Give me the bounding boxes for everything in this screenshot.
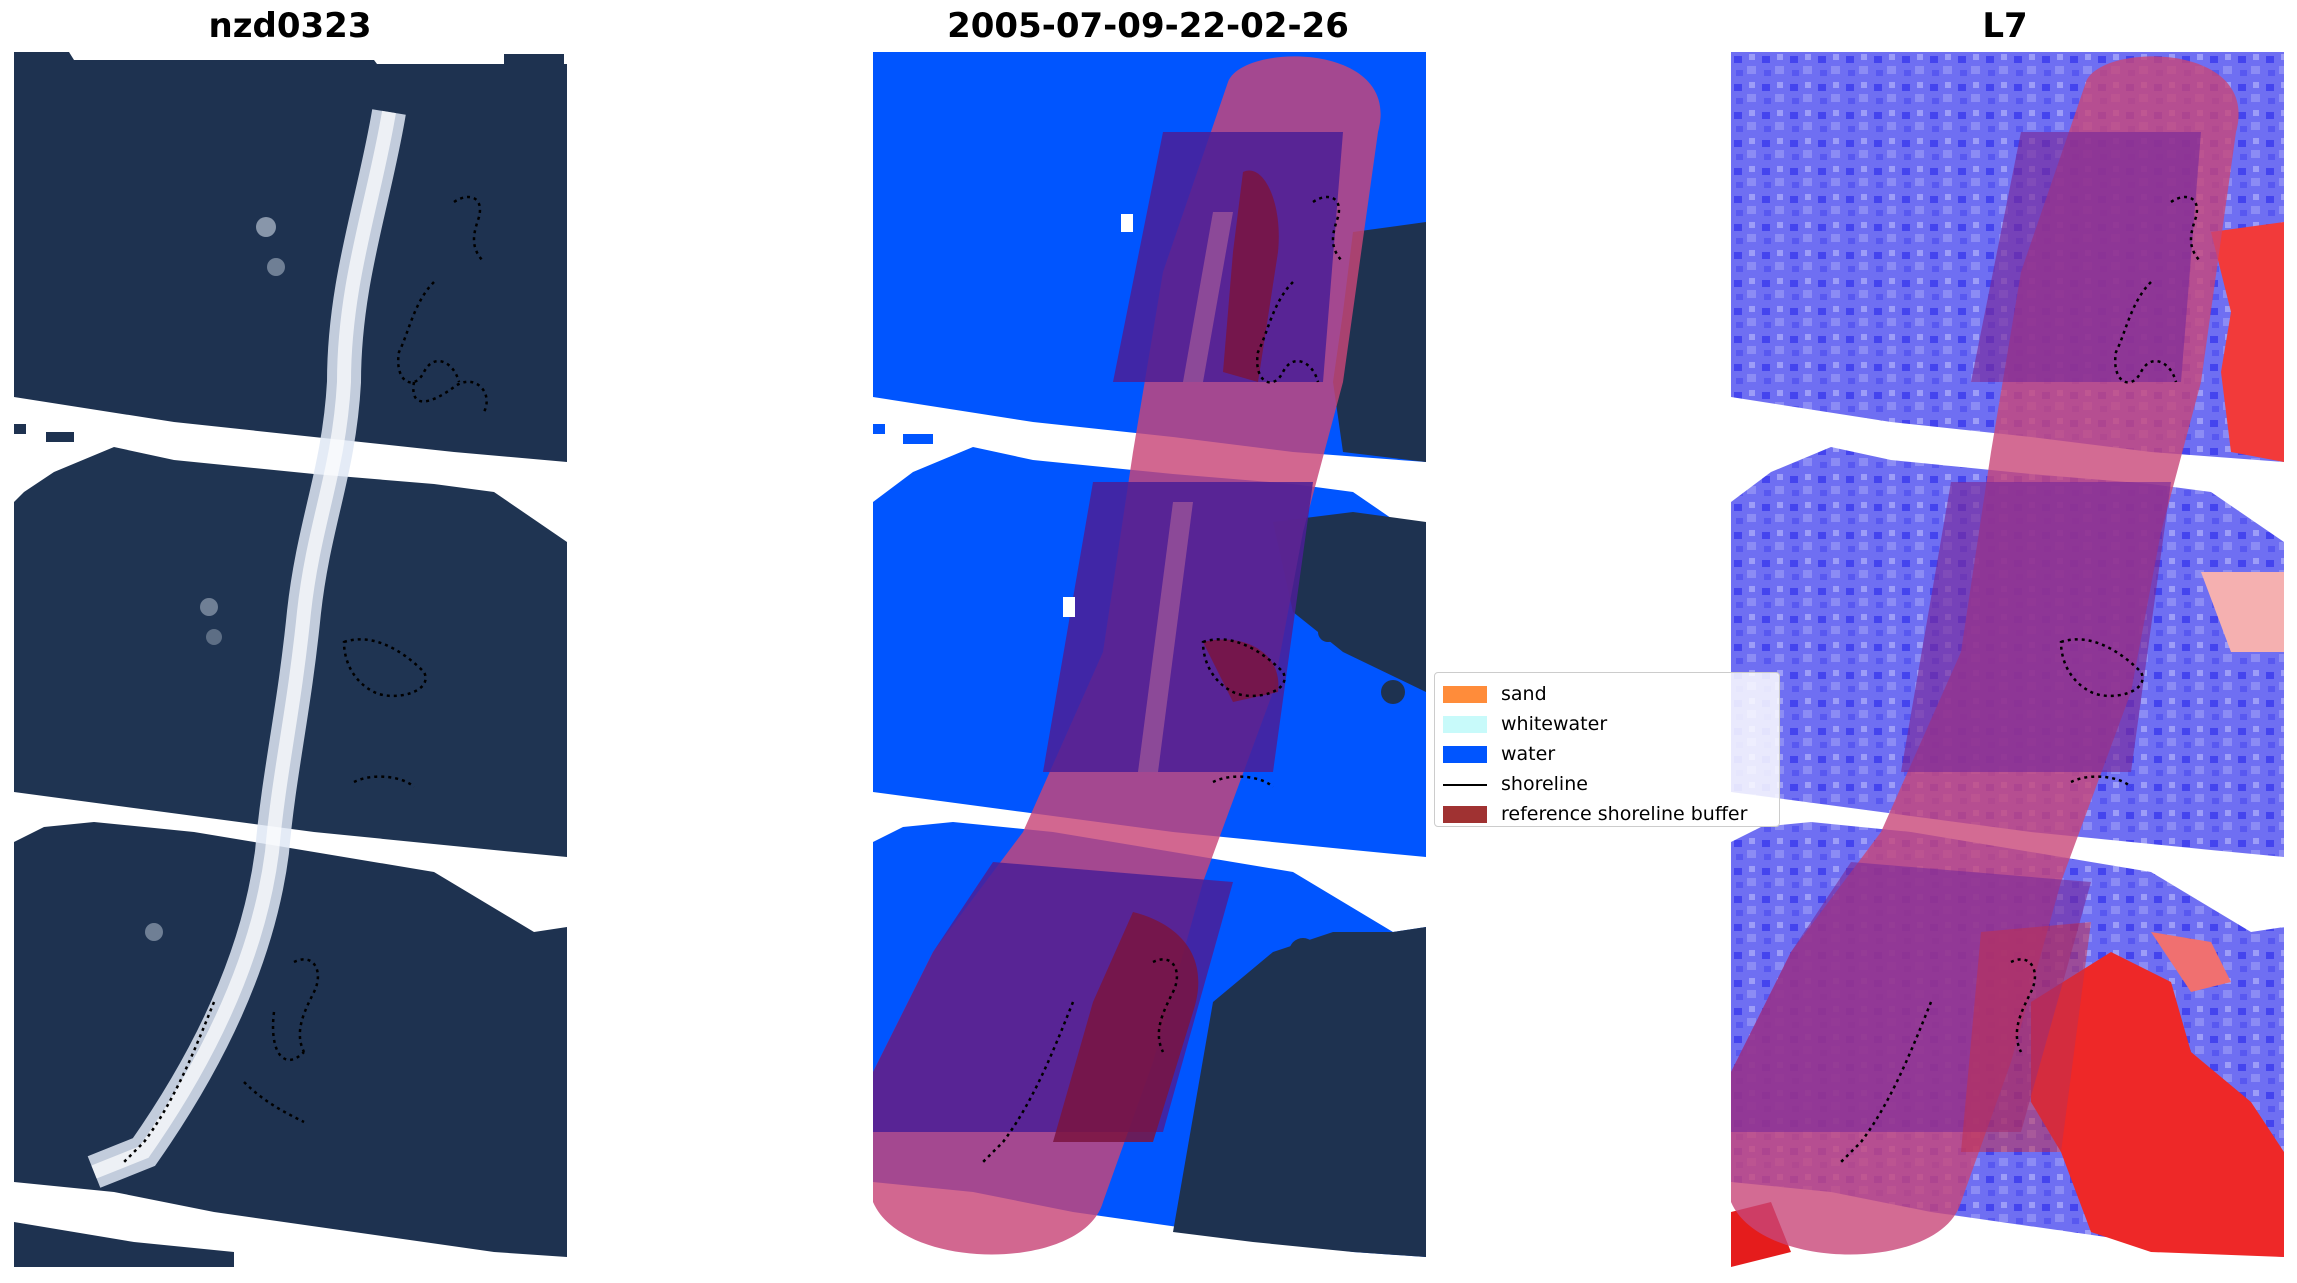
legend-label-reference-buffer: reference shoreline buffer bbox=[1501, 803, 1748, 825]
buffer-swatch-icon bbox=[1443, 805, 1487, 823]
water-swatch-icon bbox=[1443, 745, 1487, 763]
legend-item-reference-buffer: reference shoreline buffer bbox=[1443, 799, 1771, 829]
legend-label-shoreline: shoreline bbox=[1501, 773, 1588, 795]
classified-image-panel bbox=[873, 52, 1426, 1267]
legend-label-whitewater: whitewater bbox=[1501, 713, 1608, 735]
whitewater-swatch-icon bbox=[1443, 715, 1487, 733]
map-legend: sand whitewater water shoreline referenc… bbox=[1434, 672, 1780, 827]
classified-map bbox=[873, 52, 1426, 1257]
legend-label-water: water bbox=[1501, 743, 1556, 765]
legend-item-shoreline: shoreline bbox=[1443, 769, 1771, 799]
panel-title-classified: 2005-07-09-22-02-26 bbox=[947, 6, 1349, 46]
panel-title-rgb: nzd0323 bbox=[208, 6, 372, 46]
legend-item-sand: sand bbox=[1443, 679, 1771, 709]
panel-title-index: L7 bbox=[1982, 6, 2028, 46]
legend-item-water: water bbox=[1443, 739, 1771, 769]
rgb-image-panel bbox=[14, 52, 567, 1267]
sand-swatch-icon bbox=[1443, 685, 1487, 703]
index-map bbox=[1731, 52, 2284, 1267]
legend-item-whitewater: whitewater bbox=[1443, 709, 1771, 739]
rgb-satellite-image bbox=[14, 52, 567, 1267]
shoreline-line-icon bbox=[1443, 776, 1487, 793]
index-image-panel bbox=[1731, 52, 2284, 1267]
legend-label-sand: sand bbox=[1501, 683, 1547, 705]
